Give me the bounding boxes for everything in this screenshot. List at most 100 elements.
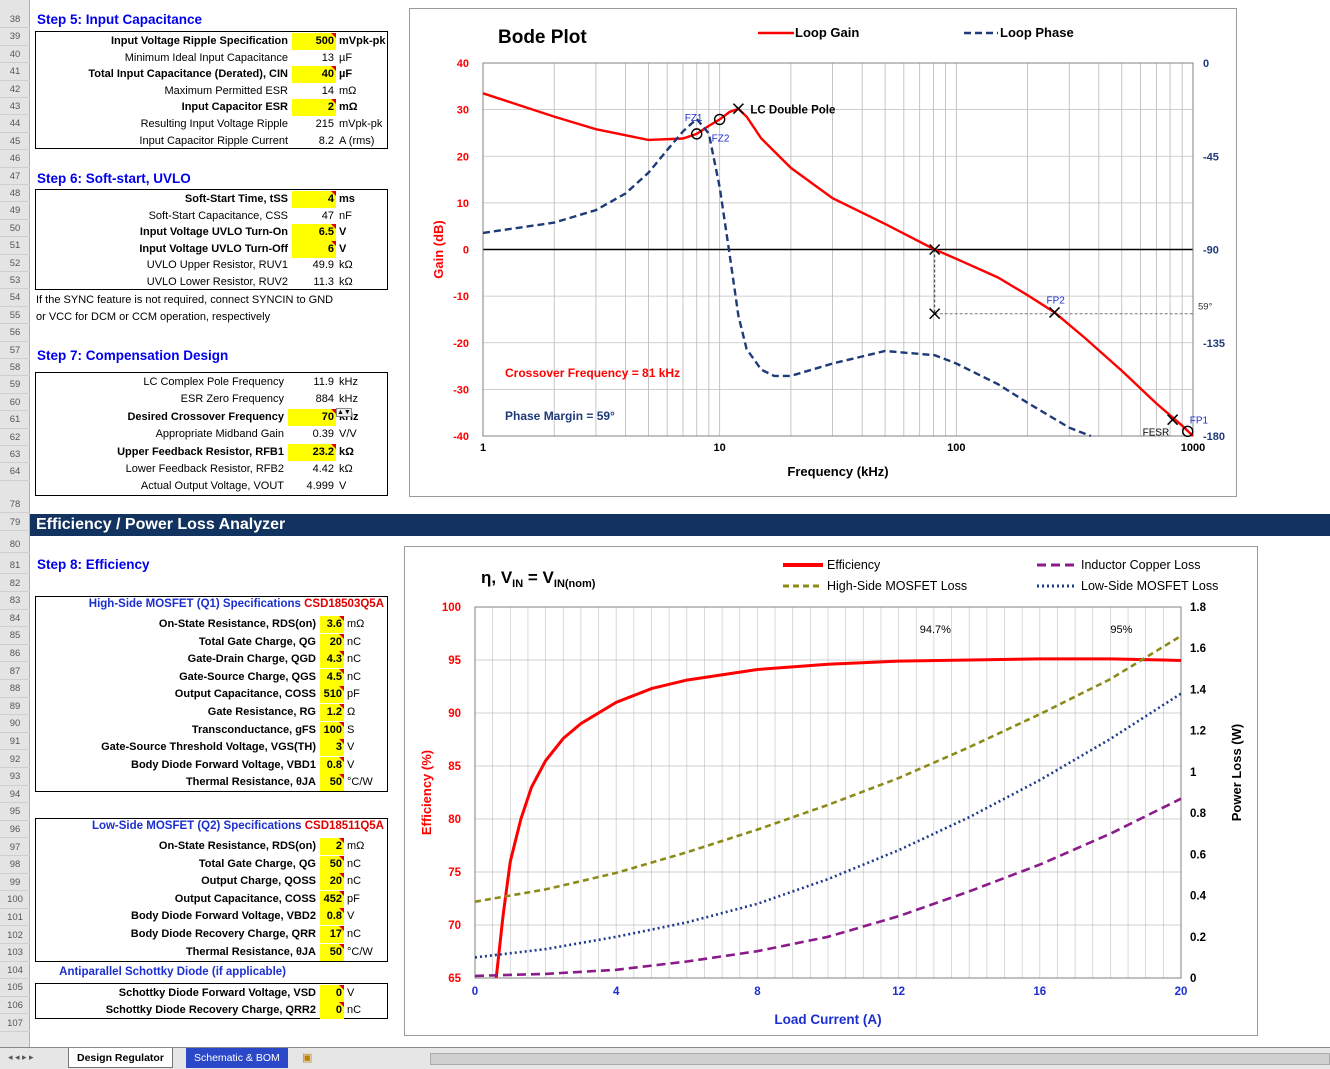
row-number[interactable]: 97 [0, 839, 30, 856]
parameter-input-cell[interactable]: 0.8 [320, 756, 344, 774]
row-number[interactable]: 49 [0, 202, 30, 220]
row-number[interactable]: 92 [0, 751, 30, 768]
row-number[interactable]: 95 [0, 803, 30, 821]
row-number[interactable]: 58 [0, 359, 30, 377]
tab-schematic-bom[interactable]: Schematic & BOM [186, 1048, 288, 1068]
schottky-header: Antiparallel Schottky Diode (if applicab… [59, 966, 286, 978]
parameter-input-cell[interactable]: 500 [292, 33, 336, 50]
row-number[interactable]: 83 [0, 592, 30, 610]
row-number[interactable]: 107 [0, 1015, 30, 1032]
parameter-input-cell[interactable]: 4.3 [320, 651, 344, 669]
row-number[interactable]: 39 [0, 28, 30, 46]
row-number[interactable]: 40 [0, 46, 30, 64]
parameter-input-cell[interactable]: 23.2 [288, 443, 336, 461]
parameter-label: Maximum Permitted ESR [164, 84, 288, 97]
row-number[interactable]: 41 [0, 63, 30, 81]
row-number[interactable]: 79 [0, 514, 30, 532]
row-number[interactable]: 47 [0, 168, 30, 185]
row-number[interactable]: 55 [0, 307, 30, 325]
row-number[interactable]: 42 [0, 81, 30, 98]
row-number[interactable]: 84 [0, 610, 30, 628]
parameter-input-cell[interactable]: 50 [320, 774, 344, 792]
row-number[interactable]: 64 [0, 463, 30, 481]
row-number[interactable]: 96 [0, 821, 30, 839]
row-number[interactable]: 48 [0, 185, 30, 203]
tab-design-regulator[interactable]: Design Regulator [68, 1048, 173, 1068]
row-number[interactable]: 90 [0, 715, 30, 733]
parameter-input-cell[interactable]: 0 [320, 985, 344, 1002]
parameter-input-cell[interactable]: 2 [292, 99, 336, 117]
row-number[interactable]: 81 [0, 557, 30, 575]
mosfet-part-number[interactable]: CSD18503Q5A [304, 598, 384, 610]
parameter-label: Input Capacitor Ripple Current [139, 134, 288, 147]
parameter-input-cell[interactable]: 0 [320, 1002, 344, 1019]
row-number[interactable]: 61 [0, 411, 30, 429]
horizontal-scrollbar[interactable] [430, 1053, 1330, 1065]
row-number[interactable]: 98 [0, 856, 30, 874]
row-number[interactable]: 60 [0, 394, 30, 412]
parameter-input-cell[interactable]: 17 [320, 926, 344, 943]
row-number[interactable]: 93 [0, 768, 30, 786]
parameter-input-cell[interactable]: 4.5 [320, 668, 344, 686]
parameter-input-cell[interactable]: 2 [320, 838, 344, 855]
mosfet-part-number[interactable]: CSD18511Q5A [304, 820, 384, 832]
row-number[interactable]: 78 [0, 496, 30, 514]
row-number[interactable]: 45 [0, 133, 30, 151]
row-number[interactable]: 43 [0, 98, 30, 116]
row-number[interactable]: 86 [0, 645, 30, 663]
spinner-icon[interactable]: ▲▼ [336, 408, 352, 417]
parameter-input-cell[interactable]: 50 [320, 855, 344, 873]
row-number[interactable]: 103 [0, 944, 30, 962]
parameter-input-cell[interactable]: 40 [292, 66, 336, 84]
insert-sheet-icon[interactable]: ▣ [302, 1052, 313, 1064]
row-number[interactable]: 94 [0, 786, 30, 804]
row-number[interactable]: 50 [0, 220, 30, 238]
row-number[interactable]: 89 [0, 698, 30, 716]
row-number[interactable]: 38 [0, 11, 30, 29]
row-number[interactable]: 59 [0, 376, 30, 394]
parameter-unit: Ω [347, 706, 356, 718]
row-number[interactable]: 52 [0, 255, 30, 272]
parameter-row: ESR Zero Frequency 884 kHz [36, 391, 386, 408]
row-number[interactable]: 80 [0, 536, 30, 554]
row-number[interactable]: 63 [0, 446, 30, 464]
row-number[interactable]: 99 [0, 874, 30, 892]
row-number[interactable]: 105 [0, 979, 30, 997]
parameter-input-cell[interactable]: 3.6 [320, 616, 344, 633]
row-number[interactable]: 46 [0, 150, 30, 168]
row-number[interactable]: 85 [0, 627, 30, 645]
row-number[interactable]: 102 [0, 927, 30, 944]
row-number[interactable]: 53 [0, 272, 30, 290]
row-number[interactable]: 44 [0, 115, 30, 133]
parameter-input-cell[interactable]: 100 [320, 721, 344, 739]
row-number[interactable]: 62 [0, 429, 30, 446]
parameter-input-cell[interactable]: 1.2 [320, 704, 344, 721]
row-number[interactable]: 91 [0, 733, 30, 751]
parameter-input-cell[interactable]: 50 [320, 943, 344, 961]
parameter-input-cell[interactable]: 452 [320, 890, 344, 908]
row-number[interactable]: 88 [0, 680, 30, 698]
parameter-input-cell[interactable]: 510 [320, 686, 344, 704]
parameter-row: Body Diode Forward Voltage, VBD2 0.8 V [36, 908, 386, 926]
row-number[interactable]: 51 [0, 237, 30, 255]
parameter-input-cell[interactable]: 6 [292, 240, 336, 258]
row-number[interactable]: 87 [0, 663, 30, 680]
parameter-input-cell[interactable]: 20 [320, 633, 344, 651]
annotation-fz1: FZ1 [685, 113, 703, 124]
row-number[interactable]: 54 [0, 289, 30, 307]
row-number[interactable]: 56 [0, 324, 30, 342]
parameter-input-cell[interactable]: 4 [292, 191, 336, 208]
row-number[interactable]: 57 [0, 342, 30, 359]
schottky-box: Schottky Diode Forward Voltage, VSD 0 V Sch… [35, 983, 388, 1019]
row-number[interactable]: 106 [0, 997, 30, 1015]
parameter-input-cell[interactable]: 0.8 [320, 908, 344, 926]
row-number[interactable]: 101 [0, 909, 30, 927]
parameter-input-cell[interactable]: 6.5 [292, 224, 336, 242]
parameter-input-cell[interactable]: 70 [288, 408, 336, 426]
parameter-input-cell[interactable]: 20 [320, 873, 344, 891]
parameter-input-cell[interactable]: 3 [320, 739, 344, 757]
tab-scroll-arrows-icon[interactable]: ◂ ◂ ▸ ▸ [8, 1052, 34, 1062]
row-number[interactable]: 100 [0, 891, 30, 909]
row-number[interactable]: 104 [0, 962, 30, 980]
row-number[interactable]: 82 [0, 575, 30, 592]
